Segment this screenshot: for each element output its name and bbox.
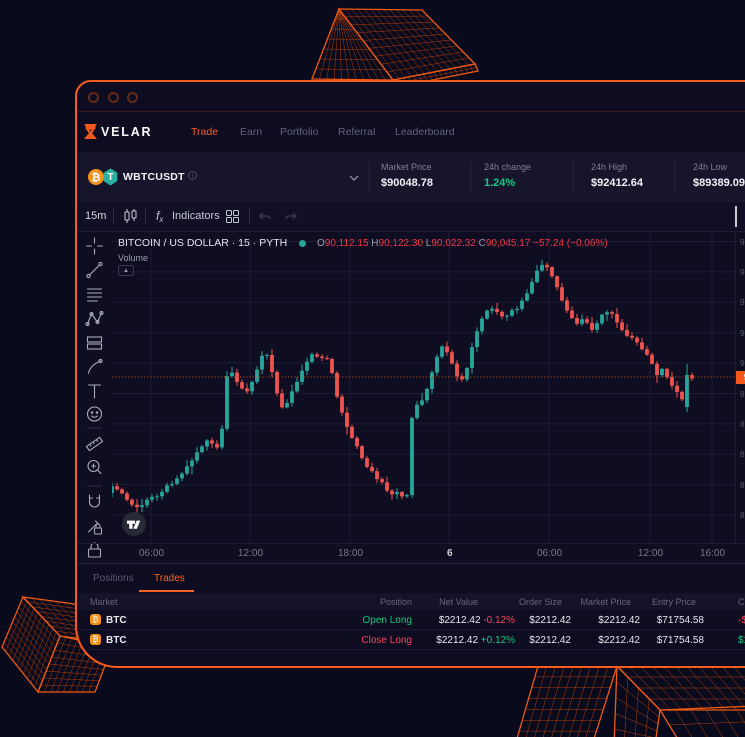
svg-text:₿: ₿ bbox=[92, 172, 101, 184]
svg-text:T: T bbox=[107, 172, 113, 183]
